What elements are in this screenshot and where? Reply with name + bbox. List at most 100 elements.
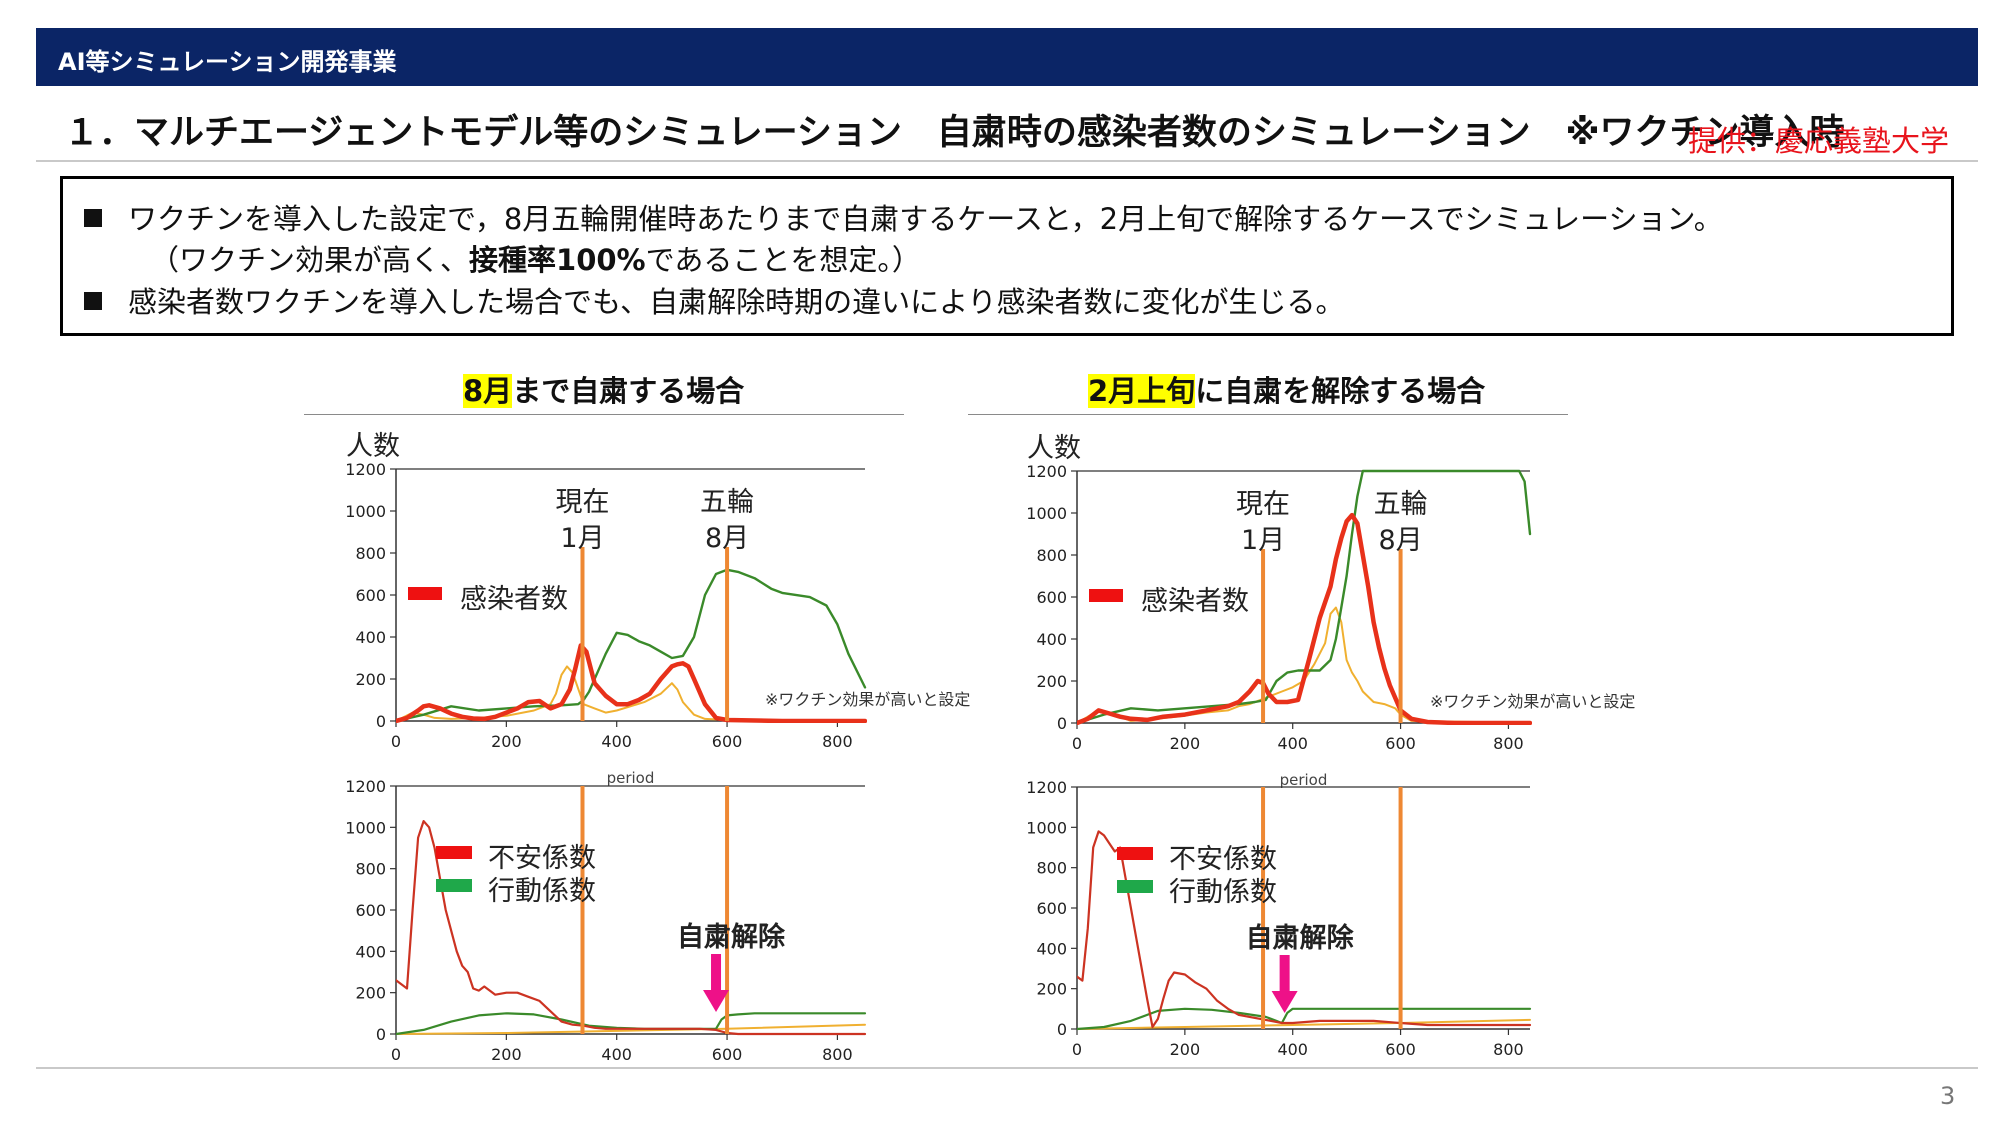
y-tick-label: 800 [1036, 859, 1067, 878]
summary-line-2-pre: （ワクチン効果が高く、 [150, 243, 470, 277]
y-tick-label: 800 [355, 860, 386, 879]
summary-bullet-2: 感染者数ワクチンを導入した場合でも、自粛解除時期の違いにより感染者数に変化が生じ… [84, 279, 1345, 321]
y-axis-label: 人数 [1027, 433, 1081, 464]
legend-label-anxiety: 不安係数 [488, 843, 596, 874]
y-tick-label: 1200 [345, 777, 386, 796]
marker-label-top: 五輪 [1374, 489, 1428, 520]
y-tick-label: 400 [1036, 630, 1067, 649]
y-tick-label: 1000 [1026, 818, 1067, 837]
legend-label-infected: 感染者数 [460, 584, 568, 615]
x-tick-label: 800 [1493, 1040, 1524, 1059]
y-tick-label: 200 [355, 984, 386, 1003]
left-chart-image-bg [330, 425, 890, 1065]
y-tick-label: 0 [1057, 1020, 1067, 1039]
release-arrow-icon [1271, 991, 1298, 1013]
y-tick-label: 600 [1036, 899, 1067, 918]
right-section-title-rest: に自粛を解除する場合 [1195, 374, 1486, 408]
legend-swatch-behavior [1117, 880, 1153, 893]
marker-label-top: 五輪 [700, 487, 754, 518]
release-arrow-shaft [711, 954, 722, 992]
series-line-anxiety [396, 819, 867, 1036]
left-section-underline [304, 414, 904, 415]
legend-label-behavior: 行動係数 [1169, 877, 1277, 908]
x-tick-label: 0 [391, 1045, 401, 1064]
vaccine-note: ※ワクチン効果が高いと設定 [1430, 692, 1635, 711]
marker-label-bottom: 8月 [1378, 525, 1422, 556]
y-tick-label: 400 [355, 942, 386, 961]
x-axis-label: period [1280, 771, 1328, 789]
marker-label-top: 現在 [555, 487, 609, 518]
release-label: 自粛解除 [1246, 922, 1355, 954]
x-tick-label: 600 [1385, 1040, 1416, 1059]
x-tick-label: 0 [391, 732, 401, 751]
y-tick-label: 1000 [1026, 504, 1067, 523]
y-tick-label: 400 [355, 628, 386, 647]
x-tick-label: 200 [1170, 1040, 1201, 1059]
left-section-title-rest: まで自粛する場合 [512, 374, 745, 408]
legend-label-behavior: 行動係数 [488, 876, 596, 907]
summary-bullet-1-sub: （ワクチン効果が高く、接種率100%であることを想定。） [150, 237, 921, 279]
x-axis-label: period [607, 769, 655, 787]
x-tick-label: 600 [712, 732, 743, 751]
page-title: １．マルチエージェントモデル等のシミュレーション 自粛時の感染者数のシミュレーシ… [64, 113, 1845, 153]
y-tick-label: 600 [1036, 588, 1067, 607]
header-label: AI等シミュレーション開発事業 [58, 48, 397, 76]
left-section-title: 8月まで自粛する場合 [463, 368, 744, 410]
series-line-yellow [396, 665, 866, 722]
series-line-yellow [396, 1023, 866, 1035]
bullet-square-icon [84, 209, 102, 227]
summary-line-2-post: であることを想定。） [645, 243, 921, 277]
y-tick-label: 1000 [345, 818, 386, 837]
summary-line-1: ワクチンを導入した設定で，8月五輪開催時あたりまで自粛するケースと，2月上旬で解… [128, 202, 1723, 236]
x-tick-label: 600 [1385, 734, 1416, 753]
x-tick-label: 400 [1277, 734, 1308, 753]
y-tick-label: 1200 [345, 460, 386, 479]
x-tick-label: 200 [491, 732, 522, 751]
legend-swatch-anxiety [436, 846, 472, 859]
y-tick-label: 0 [376, 1025, 386, 1044]
title-divider [36, 160, 1978, 162]
y-tick-label: 1200 [1026, 778, 1067, 797]
y-tick-label: 0 [376, 712, 386, 731]
y-tick-label: 400 [1036, 939, 1067, 958]
bullet-square-icon [84, 292, 102, 310]
series-line-infected [1077, 512, 1532, 725]
y-tick-label: 800 [1036, 546, 1067, 565]
credit-label: 提供：慶応義塾大学 [1688, 124, 1950, 158]
y-tick-label: 1000 [345, 502, 386, 521]
y-tick-label: 800 [355, 544, 386, 563]
vaccine-note: ※ワクチン効果が高いと設定 [765, 690, 970, 709]
x-tick-label: 200 [491, 1045, 522, 1064]
y-tick-label: 600 [355, 586, 386, 605]
y-tick-label: 600 [355, 901, 386, 920]
right-section-underline [968, 414, 1568, 415]
y-tick-label: 200 [1036, 672, 1067, 691]
release-arrow-shaft [1279, 955, 1290, 993]
marker-label-bottom: 8月 [705, 523, 749, 554]
series-line-yellow [1077, 1018, 1531, 1030]
x-tick-label: 400 [1277, 1040, 1308, 1059]
legend-label-anxiety: 不安係数 [1169, 844, 1277, 875]
x-tick-label: 400 [601, 732, 632, 751]
release-label: 自粛解除 [677, 921, 786, 953]
summary-bullet-1: ワクチンを導入した設定で，8月五輪開催時あたりまで自粛するケースと，2月上旬で解… [84, 196, 1723, 238]
right-section-title-highlight: 2月上旬 [1088, 374, 1196, 408]
legend-swatch-behavior [436, 879, 472, 892]
x-tick-label: 0 [1072, 1040, 1082, 1059]
legend-swatch-infected [408, 587, 442, 600]
x-tick-label: 400 [601, 1045, 632, 1064]
legend-label-infected: 感染者数 [1141, 586, 1249, 617]
series-line-green [1077, 469, 1532, 725]
y-tick-label: 200 [355, 670, 386, 689]
marker-label-bottom: 1月 [1241, 525, 1285, 556]
y-tick-label: 0 [1057, 714, 1067, 733]
left-section-title-highlight: 8月 [463, 374, 513, 408]
series-line-anxiety [1077, 830, 1532, 1029]
footer-divider [36, 1067, 1978, 1069]
legend-swatch-anxiety [1117, 847, 1153, 860]
summary-line-2-bold: 接種率100% [469, 243, 646, 277]
x-tick-label: 200 [1170, 734, 1201, 753]
y-tick-label: 1200 [1026, 462, 1067, 481]
x-tick-label: 800 [1493, 734, 1524, 753]
